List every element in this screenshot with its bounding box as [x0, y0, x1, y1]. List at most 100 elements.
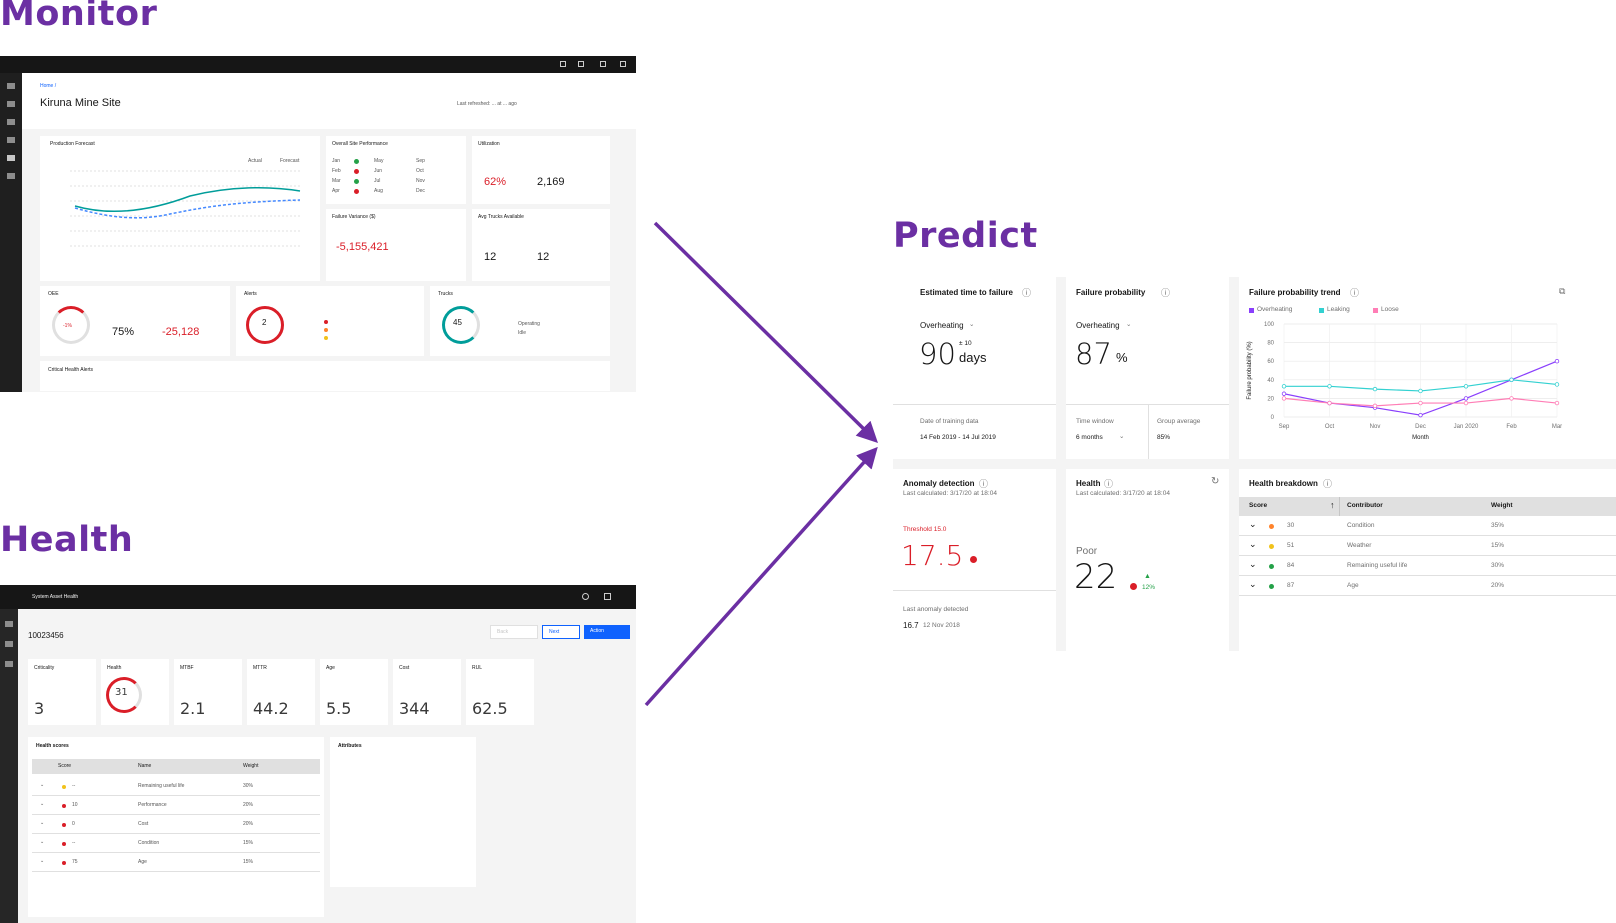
- data-point: [1463, 384, 1469, 389]
- col-weight[interactable]: Weight: [1491, 502, 1513, 509]
- kpi-label: Cost: [399, 665, 410, 671]
- data-point: [1554, 358, 1560, 364]
- popout-icon[interactable]: ⧉: [1559, 286, 1566, 296]
- refresh-icon[interactable]: ↻: [1211, 476, 1220, 487]
- health-side-nav[interactable]: [0, 609, 18, 923]
- status-dot: [62, 842, 66, 846]
- secondary-button[interactable]: Back: [490, 625, 538, 639]
- anomaly-status-dot: [970, 556, 977, 563]
- ttf-range: ± 10: [959, 340, 972, 347]
- x-tick-label: Sep: [1279, 424, 1290, 430]
- status-dot: [62, 823, 66, 827]
- status-dot: [1269, 524, 1274, 529]
- chevron-down-icon[interactable]: ⌄: [1249, 559, 1257, 569]
- kpi-tile[interactable]: Cost 344: [393, 659, 461, 725]
- arrow-health-to-predict: [644, 446, 878, 707]
- table-row[interactable]: ⌄ 30 Condition 35%: [1239, 516, 1616, 536]
- oee-gauge: [52, 306, 90, 344]
- failure-mode-dropdown[interactable]: Overheating: [920, 321, 964, 330]
- table-row[interactable]: ⌄ 10 Performance 20%: [32, 796, 320, 815]
- status-dot: [62, 861, 66, 865]
- info-icon[interactable]: ⓘ: [1350, 288, 1360, 298]
- legend-item[interactable]: Leaking: [1327, 306, 1350, 313]
- data-point: [1281, 384, 1287, 389]
- info-icon[interactable]: ⓘ: [1104, 479, 1114, 489]
- y-tick-label: 40: [1267, 378, 1274, 384]
- action-button[interactable]: Action: [584, 625, 630, 639]
- sort-arrow-icon[interactable]: ↑: [1330, 500, 1335, 510]
- card-failure-variance: Failure Variance ($) -5,155,421: [326, 209, 466, 281]
- legend-item[interactable]: Loose: [1381, 306, 1399, 313]
- chevron-down-icon[interactable]: ⌄: [40, 858, 45, 864]
- failure-mode-dropdown[interactable]: Overheating: [1076, 321, 1120, 330]
- card-failure-probability: Failure probability ⓘ Overheating ⌄ 87 %…: [1066, 277, 1229, 459]
- card-title: Trucks: [438, 291, 453, 297]
- kpi-tile[interactable]: RUL 62.5: [466, 659, 534, 725]
- time-window-dropdown[interactable]: 6 months: [1076, 434, 1103, 441]
- table-header: [1239, 497, 1616, 516]
- card-title: Attributes: [338, 743, 362, 749]
- chevron-down-icon[interactable]: ⌄: [1126, 321, 1132, 328]
- info-icon[interactable]: ⓘ: [1161, 288, 1171, 298]
- trucks-value-b: 12: [537, 251, 550, 263]
- group-average-label: Group average: [1157, 418, 1201, 425]
- row-score: 30: [1287, 522, 1295, 529]
- status-dot: [354, 159, 359, 164]
- asset-id: 10023456: [28, 631, 64, 640]
- kpi-tile[interactable]: Age 5.5: [320, 659, 388, 725]
- y-tick-label: 60: [1267, 359, 1274, 365]
- card-title: Alerts: [244, 291, 257, 297]
- next-button[interactable]: Next: [542, 625, 580, 639]
- card-title: Overall Site Performance: [332, 141, 388, 147]
- x-axis-label: Month: [1412, 435, 1429, 441]
- table-row[interactable]: ⌄ 0 Cost 20%: [32, 815, 320, 834]
- row-score: 10: [72, 802, 78, 808]
- chevron-down-icon[interactable]: ⌄: [1119, 433, 1125, 440]
- legend-item[interactable]: Overheating: [1257, 306, 1293, 313]
- info-icon[interactable]: ⓘ: [979, 479, 989, 489]
- breadcrumb[interactable]: Home /: [40, 83, 57, 89]
- row-weight: 20%: [243, 821, 254, 827]
- col-contributor[interactable]: Contributor: [1347, 502, 1383, 509]
- chevron-down-icon[interactable]: ⌄: [1249, 539, 1257, 549]
- oee-target: 75%: [112, 326, 135, 338]
- table-row[interactable]: ⌄ 75 Age 15%: [32, 853, 320, 872]
- monitor-screenshot: Home / Kiruna Mine Site Last refreshed: …: [0, 56, 636, 392]
- status-dot: [1269, 584, 1274, 589]
- chevron-down-icon[interactable]: ⌄: [1249, 519, 1257, 529]
- chevron-down-icon[interactable]: ⌄: [40, 801, 45, 807]
- chevron-down-icon[interactable]: ⌄: [40, 839, 45, 845]
- month-label: Apr: [332, 188, 340, 194]
- month-label: Dec: [416, 188, 425, 194]
- data-point: [1418, 412, 1423, 418]
- kpi-tile[interactable]: Health 31: [101, 659, 169, 725]
- kpi-tile[interactable]: Criticality 3: [28, 659, 96, 725]
- table-row[interactable]: ⌄ 51 Weather 15%: [1239, 536, 1616, 556]
- y-tick-label: 0: [1271, 415, 1275, 421]
- info-icon[interactable]: ⓘ: [1022, 288, 1032, 298]
- row-score: --: [72, 840, 76, 846]
- trucks-ring: [442, 306, 480, 344]
- kpi-tile[interactable]: MTTR 44.2: [247, 659, 315, 725]
- table-row[interactable]: ⌄ -- Condition 15%: [32, 834, 320, 853]
- chevron-down-icon[interactable]: ⌄: [40, 820, 45, 826]
- row-score: 51: [1287, 542, 1295, 549]
- monitor-side-nav[interactable]: [0, 73, 22, 392]
- alerts-count: 2: [262, 318, 267, 327]
- month-label: Aug: [374, 188, 383, 194]
- kpi-tile[interactable]: MTBF 2.1: [174, 659, 242, 725]
- arrow-up-icon: ▲: [1144, 573, 1151, 580]
- card-title: Health: [1076, 479, 1101, 488]
- chevron-down-icon[interactable]: ⌄: [969, 321, 975, 328]
- table-row[interactable]: ⌄ 87 Age 20%: [1239, 576, 1616, 596]
- chevron-down-icon[interactable]: ⌄: [40, 782, 45, 788]
- table-row[interactable]: ⌄ 84 Remaining useful life 30%: [1239, 556, 1616, 576]
- chevron-down-icon[interactable]: ⌄: [1249, 579, 1257, 589]
- kpi-label: Criticality: [34, 665, 55, 671]
- x-tick-label: Mar: [1552, 424, 1562, 430]
- col-score[interactable]: Score: [1249, 502, 1268, 509]
- card-anomaly-detection: Anomaly detection ⓘ Last calculated: 3/1…: [893, 469, 1056, 651]
- table-row[interactable]: ⌄ -- Remaining useful life 30%: [32, 777, 320, 796]
- info-icon[interactable]: ⓘ: [1323, 479, 1333, 489]
